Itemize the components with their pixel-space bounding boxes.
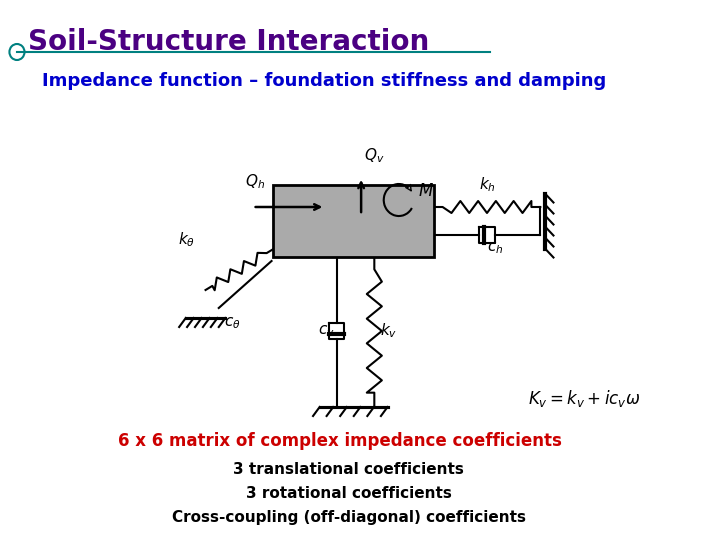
Text: $k_h$: $k_h$ xyxy=(479,176,496,194)
Text: 3 rotational coefficients: 3 rotational coefficients xyxy=(246,486,452,501)
Text: $M$: $M$ xyxy=(418,182,433,200)
Text: 6 x 6 matrix of complex impedance coefficients: 6 x 6 matrix of complex impedance coeffi… xyxy=(117,432,562,450)
Text: Soil-Structure Interaction: Soil-Structure Interaction xyxy=(28,28,430,56)
Text: 3 translational coefficients: 3 translational coefficients xyxy=(233,462,464,477)
Text: $Q_v$: $Q_v$ xyxy=(364,146,384,165)
Text: $k_\theta$: $k_\theta$ xyxy=(178,231,195,249)
Text: Impedance function – foundation stiffness and damping: Impedance function – foundation stiffnes… xyxy=(42,72,607,90)
Text: $Q_h$: $Q_h$ xyxy=(245,172,265,191)
Text: $c_h$: $c_h$ xyxy=(487,240,503,256)
Text: $k_v$: $k_v$ xyxy=(380,322,397,340)
Text: Cross-coupling (off-diagonal) coefficients: Cross-coupling (off-diagonal) coefficien… xyxy=(172,510,526,525)
Text: $K_v = k_v + ic_v\omega$: $K_v = k_v + ic_v\omega$ xyxy=(528,388,641,409)
Text: $c_\theta$: $c_\theta$ xyxy=(225,315,241,330)
Bar xyxy=(274,185,433,257)
Text: $c_v$: $c_v$ xyxy=(318,323,335,339)
